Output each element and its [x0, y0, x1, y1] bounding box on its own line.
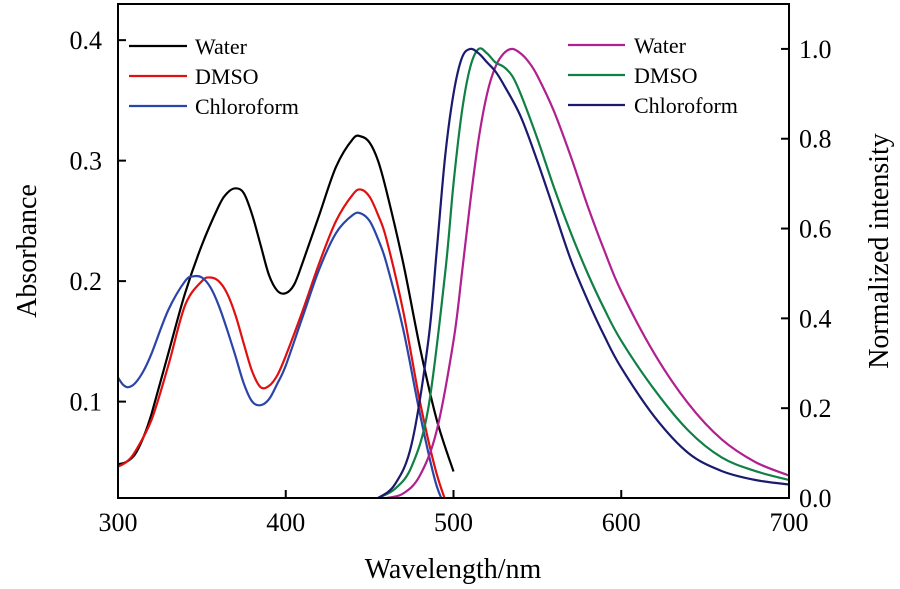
- y-right-tick-label-1.0: 1.0: [799, 35, 832, 64]
- y-right-tick-label-0.4: 0.4: [799, 304, 832, 333]
- y-left-tick-label-0.2: 0.2: [70, 267, 103, 296]
- y-left-axis-title: Absorbance: [12, 184, 43, 318]
- y-left-tick-label-0.1: 0.1: [70, 388, 103, 417]
- data-curves: [118, 47, 789, 498]
- y-right-axis-title: Normalized intensity: [864, 133, 895, 369]
- y-left-tick-label-0.3: 0.3: [70, 147, 103, 176]
- emission-water-line: [386, 47, 789, 498]
- absorbance-dmso-line: [118, 188, 446, 498]
- x-tick-label-700: 700: [770, 508, 809, 537]
- absorbance-chloroform-line: [118, 211, 443, 498]
- absorbance-legend-label-dmso: DMSO: [195, 64, 259, 89]
- axis-ticks: 300 400 500 600 700 0.1 0.2 0.3 0.4 0.0 0.2 0.4 0.6 0…: [70, 26, 832, 537]
- absorbance-legend-label-water: Water: [195, 34, 248, 59]
- x-tick-label-400: 400: [266, 508, 305, 537]
- x-tick-label-300: 300: [99, 508, 138, 537]
- emission-legend-label-dmso: DMSO: [634, 63, 698, 88]
- x-tick-label-600: 600: [602, 508, 641, 537]
- y-right-tick-label-0.0: 0.0: [799, 484, 832, 513]
- y-right-tick-label-0.8: 0.8: [799, 125, 832, 154]
- emission-chloroform-line: [377, 47, 789, 498]
- emission-dmso-line: [377, 47, 789, 498]
- absorbance-legend-label-chloroform: Chloroform: [195, 94, 299, 119]
- x-tick-label-500: 500: [434, 508, 473, 537]
- y-right-tick-label-0.6: 0.6: [799, 215, 832, 244]
- emission-legend-label-chloroform: Chloroform: [634, 93, 738, 118]
- y-right-tick-label-0.2: 0.2: [799, 394, 832, 423]
- emission-legend-label-water: Water: [634, 33, 687, 58]
- y-left-tick-label-0.4: 0.4: [70, 26, 103, 55]
- emission-legend: Water DMSO Chloroform: [568, 33, 738, 118]
- x-axis-title: Wavelength/nm: [365, 554, 542, 585]
- absorbance-water-line: [118, 134, 455, 472]
- absorbance-legend: Water DMSO Chloroform: [129, 34, 299, 119]
